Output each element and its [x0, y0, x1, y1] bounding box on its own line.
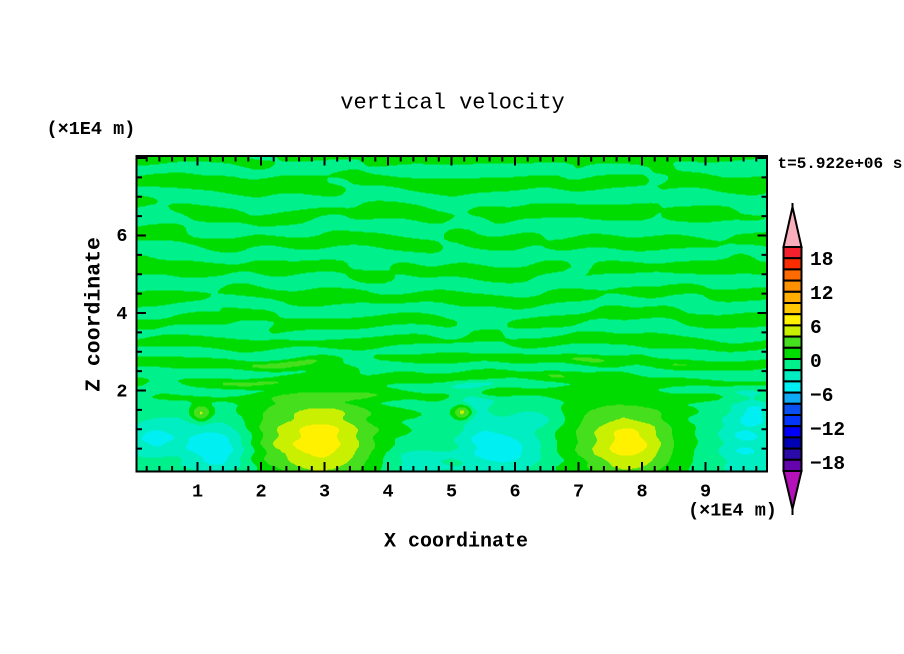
svg-text:6: 6: [116, 226, 127, 247]
svg-text:(×1E4 m): (×1E4 m): [688, 501, 777, 522]
svg-text:4: 4: [382, 482, 393, 503]
svg-text:t=5.922e+06 s: t=5.922e+06 s: [778, 155, 903, 173]
svg-text:2: 2: [255, 482, 266, 503]
svg-text:8: 8: [636, 482, 647, 503]
svg-text:5: 5: [446, 482, 457, 503]
svg-text:7: 7: [573, 482, 584, 503]
svg-text:X coordinate: X coordinate: [384, 531, 528, 554]
svg-text:12: 12: [810, 283, 833, 305]
svg-text:3: 3: [319, 482, 330, 503]
svg-text:−12: −12: [810, 419, 845, 441]
svg-text:Z coordinate: Z coordinate: [83, 237, 107, 392]
svg-text:(×1E4 m): (×1E4 m): [47, 119, 136, 140]
svg-text:9: 9: [700, 482, 711, 503]
svg-text:6: 6: [810, 317, 822, 339]
svg-text:1: 1: [192, 482, 203, 503]
svg-text:−6: −6: [810, 385, 833, 407]
svg-text:18: 18: [810, 249, 833, 271]
svg-text:2: 2: [116, 382, 127, 403]
svg-text:4: 4: [116, 304, 127, 325]
svg-text:6: 6: [509, 482, 520, 503]
svg-text:vertical velocity: vertical velocity: [340, 91, 564, 116]
svg-text:−18: −18: [810, 453, 845, 475]
svg-text:0: 0: [810, 351, 822, 373]
